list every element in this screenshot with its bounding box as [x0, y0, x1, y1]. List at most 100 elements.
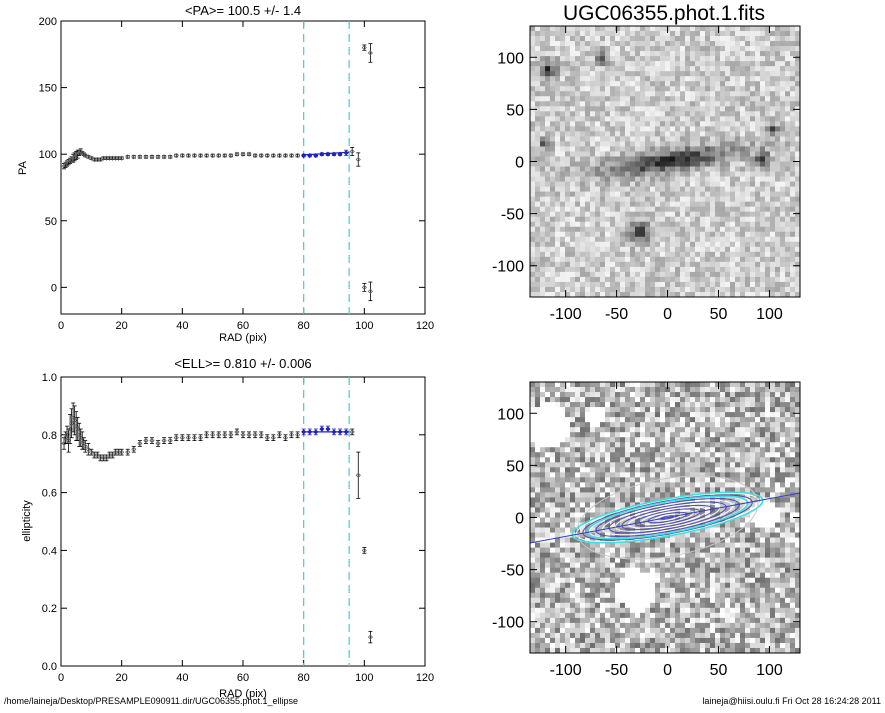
pixel: [600, 437, 605, 442]
pixel: [685, 477, 690, 482]
pixel: [775, 71, 780, 76]
pixel: [695, 242, 700, 247]
pixel: [545, 156, 550, 161]
pixel: [705, 272, 710, 277]
pixel: [710, 222, 715, 227]
pixel: [640, 76, 645, 81]
pixel: [775, 382, 780, 387]
pixel: [790, 457, 795, 462]
pixel: [590, 106, 595, 111]
pixel: [580, 26, 585, 31]
pixel: [770, 41, 775, 46]
pixel: [530, 472, 535, 477]
pixel: [595, 282, 600, 287]
pixel: [555, 257, 560, 262]
pixel: [690, 156, 695, 161]
pixel: [700, 432, 705, 437]
pixel: [785, 502, 790, 507]
pixel: [720, 182, 725, 187]
pixel: [725, 177, 730, 182]
pixel: [565, 46, 570, 51]
pixel: [605, 61, 610, 66]
pixel: [680, 187, 685, 192]
pixel: [620, 467, 625, 472]
pixel: [550, 116, 555, 121]
pixel: [620, 287, 625, 292]
pixel: [615, 437, 620, 442]
pixel: [700, 197, 705, 202]
pixel: [545, 227, 550, 232]
pixel: [545, 91, 550, 96]
pixel: [665, 51, 670, 56]
pixel: [705, 262, 710, 267]
pixel: [585, 121, 590, 126]
pixel: [775, 467, 780, 472]
pixel: [725, 382, 730, 387]
pixel: [660, 257, 665, 262]
pixel: [615, 452, 620, 457]
pixel: [695, 467, 700, 472]
pixel: [685, 26, 690, 31]
pixel: [535, 26, 540, 31]
pixel: [565, 217, 570, 222]
pixel: [555, 237, 560, 242]
pixel: [700, 56, 705, 61]
pixel: [565, 172, 570, 177]
pixel: [675, 262, 680, 267]
pixel: [655, 492, 660, 497]
pixel: [625, 262, 630, 267]
pixel: [660, 182, 665, 187]
pixel: [625, 232, 630, 237]
pixel: [560, 417, 565, 422]
pixel: [680, 66, 685, 71]
pixel: [740, 172, 745, 177]
pixel: [565, 36, 570, 41]
x-tick-label: -50: [605, 306, 628, 323]
pixel: [770, 257, 775, 262]
pixel: [720, 36, 725, 41]
pixel: [730, 207, 735, 212]
pixel: [570, 392, 575, 397]
pixel: [695, 91, 700, 96]
pixel: [700, 76, 705, 81]
pixel: [750, 437, 755, 442]
pixel: [565, 86, 570, 91]
pixel: [560, 477, 565, 482]
pixel: [750, 197, 755, 202]
pixel: [720, 56, 725, 61]
pixel: [720, 217, 725, 222]
pixel: [680, 232, 685, 237]
pixel: [595, 447, 600, 452]
pixel: [760, 262, 765, 267]
pixel: [555, 51, 560, 56]
pixel: [530, 222, 535, 227]
pixel: [775, 262, 780, 267]
pixel: [625, 86, 630, 91]
pixel: [675, 151, 680, 156]
pixel: [595, 242, 600, 247]
pixel: [715, 272, 720, 277]
pixel: [780, 432, 785, 437]
pixel: [565, 507, 570, 512]
pixel: [610, 282, 615, 287]
pixel: [635, 31, 640, 36]
pixel: [595, 467, 600, 472]
pixel: [750, 422, 755, 427]
pixel: [760, 141, 765, 146]
pixel: [725, 91, 730, 96]
pixel: [675, 131, 680, 136]
pixel: [545, 382, 550, 387]
pixel: [785, 217, 790, 222]
pixel: [735, 136, 740, 141]
pixel: [635, 442, 640, 447]
pixel: [555, 382, 560, 387]
pixel: [530, 116, 535, 121]
pixel: [605, 172, 610, 177]
pixel: [655, 462, 660, 467]
pixel: [655, 212, 660, 217]
pixel: [765, 227, 770, 232]
pixel: [705, 126, 710, 131]
pixel: [565, 437, 570, 442]
pixel: [785, 442, 790, 447]
pixel: [620, 457, 625, 462]
